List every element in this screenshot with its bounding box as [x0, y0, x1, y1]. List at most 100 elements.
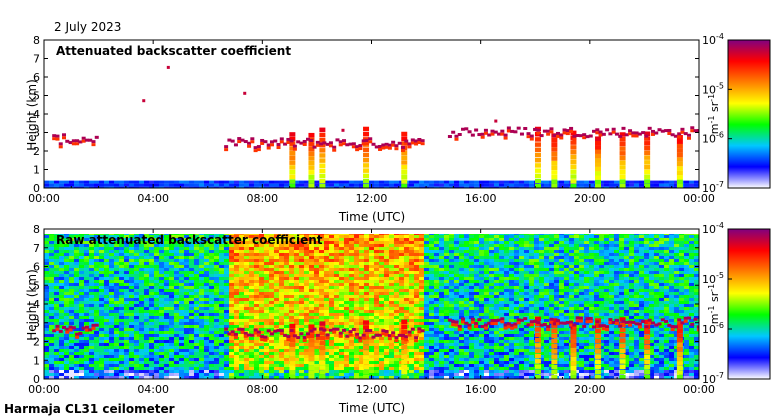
noise-cell: [309, 235, 314, 238]
cloud-cell: [628, 129, 633, 133]
noise-cell: [314, 247, 319, 250]
noise-cell: [424, 292, 429, 295]
noise-cell: [309, 253, 314, 256]
noise-cell: [394, 373, 399, 376]
noise-cell: [119, 238, 124, 241]
surface-cell: [44, 183, 49, 187]
noise-cell: [59, 262, 64, 265]
noise-cell: [389, 352, 394, 355]
noise-cell: [44, 349, 49, 352]
noise-cell: [444, 340, 449, 343]
noise-cell: [79, 328, 84, 331]
noise-cell: [389, 271, 394, 274]
surface-cell: [244, 180, 249, 184]
surface-cell: [234, 180, 239, 184]
panel1-x-axis-label: Time (UTC): [338, 210, 405, 224]
noise-cell: [214, 358, 219, 361]
noise-cell: [269, 259, 274, 262]
cloud-cell: [345, 143, 350, 147]
plume-cell: [319, 184, 326, 188]
noise-cell: [109, 361, 114, 364]
cloud-cell: [631, 131, 636, 135]
noise-cell: [314, 322, 319, 325]
noise-cell: [309, 292, 314, 295]
cloud-cell: [569, 126, 574, 130]
noise-cell: [384, 367, 389, 370]
cloud-cell: [447, 135, 452, 139]
noise-cell: [434, 295, 439, 298]
noise-cell: [44, 373, 49, 376]
noise-cell: [259, 376, 264, 379]
surface-cell: [634, 186, 639, 188]
surface-cell: [359, 180, 364, 184]
noise-cell: [104, 244, 109, 247]
cloud-edge-cell: [634, 134, 639, 138]
cloud-cell: [487, 133, 492, 137]
noise-cell: [59, 304, 64, 307]
noise-cell: [369, 310, 374, 313]
noise-cell: [84, 238, 89, 241]
noise-cell: [219, 247, 224, 250]
noise-cell: [299, 256, 304, 259]
noise-cell: [419, 361, 424, 364]
noise-cell: [249, 301, 254, 304]
surface-cell: [434, 180, 439, 184]
noise-cell: [254, 274, 259, 277]
noise-cell: [59, 277, 64, 280]
noise-cell: [369, 268, 374, 271]
noise-cell: [74, 253, 79, 256]
noise-cell: [409, 259, 414, 262]
noise-cell: [84, 241, 89, 244]
noise-cell: [319, 316, 324, 319]
noise-cell: [184, 358, 189, 361]
noise-cell: [384, 352, 389, 355]
noise-cell: [49, 376, 54, 379]
noise-cell: [164, 277, 169, 280]
noise-cell: [379, 253, 384, 256]
cloud-edge-cell: [417, 140, 422, 144]
noise-cell: [379, 322, 384, 325]
noise-cell: [109, 265, 114, 268]
noise-cell: [379, 301, 384, 304]
noise-cell: [244, 355, 249, 358]
plume-cell: [570, 169, 577, 174]
noise-cell: [354, 319, 359, 322]
plume-cell: [363, 163, 370, 168]
noise-cell: [229, 268, 234, 271]
noise-cell: [249, 331, 254, 334]
noise-cell: [364, 316, 369, 319]
noise-cell: [99, 262, 104, 265]
noise-cell: [314, 238, 319, 241]
noise-cell: [299, 238, 304, 241]
noise-cell: [199, 253, 204, 256]
noise-cell: [429, 337, 434, 340]
plume-cell: [551, 156, 558, 161]
noise-cell: [399, 295, 404, 298]
noise-cell: [109, 352, 114, 355]
noise-cell: [179, 316, 184, 319]
noise-cell: [284, 313, 289, 316]
noise-cell: [89, 292, 94, 295]
noise-cell: [439, 247, 444, 250]
noise-cell: [239, 241, 244, 244]
noise-cell: [154, 271, 159, 274]
noise-cell: [269, 271, 274, 274]
noise-cell: [244, 235, 249, 238]
noise-cell: [224, 250, 229, 253]
noise-cell: [304, 253, 309, 256]
noise-cell: [109, 340, 114, 343]
noise-cell: [424, 241, 429, 244]
noise-cell: [369, 301, 374, 304]
noise-cell: [44, 337, 49, 340]
noise-cell: [384, 292, 389, 295]
noise-cell: [324, 355, 329, 358]
cloud-cell: [404, 139, 409, 143]
noise-cell: [124, 295, 129, 298]
noise-cell: [294, 301, 299, 304]
noise-cell: [429, 334, 434, 337]
noise-cell: [359, 349, 364, 352]
noise-cell: [219, 346, 224, 349]
noise-cell: [214, 373, 219, 376]
noise-cell: [234, 259, 239, 262]
noise-cell: [339, 292, 344, 295]
